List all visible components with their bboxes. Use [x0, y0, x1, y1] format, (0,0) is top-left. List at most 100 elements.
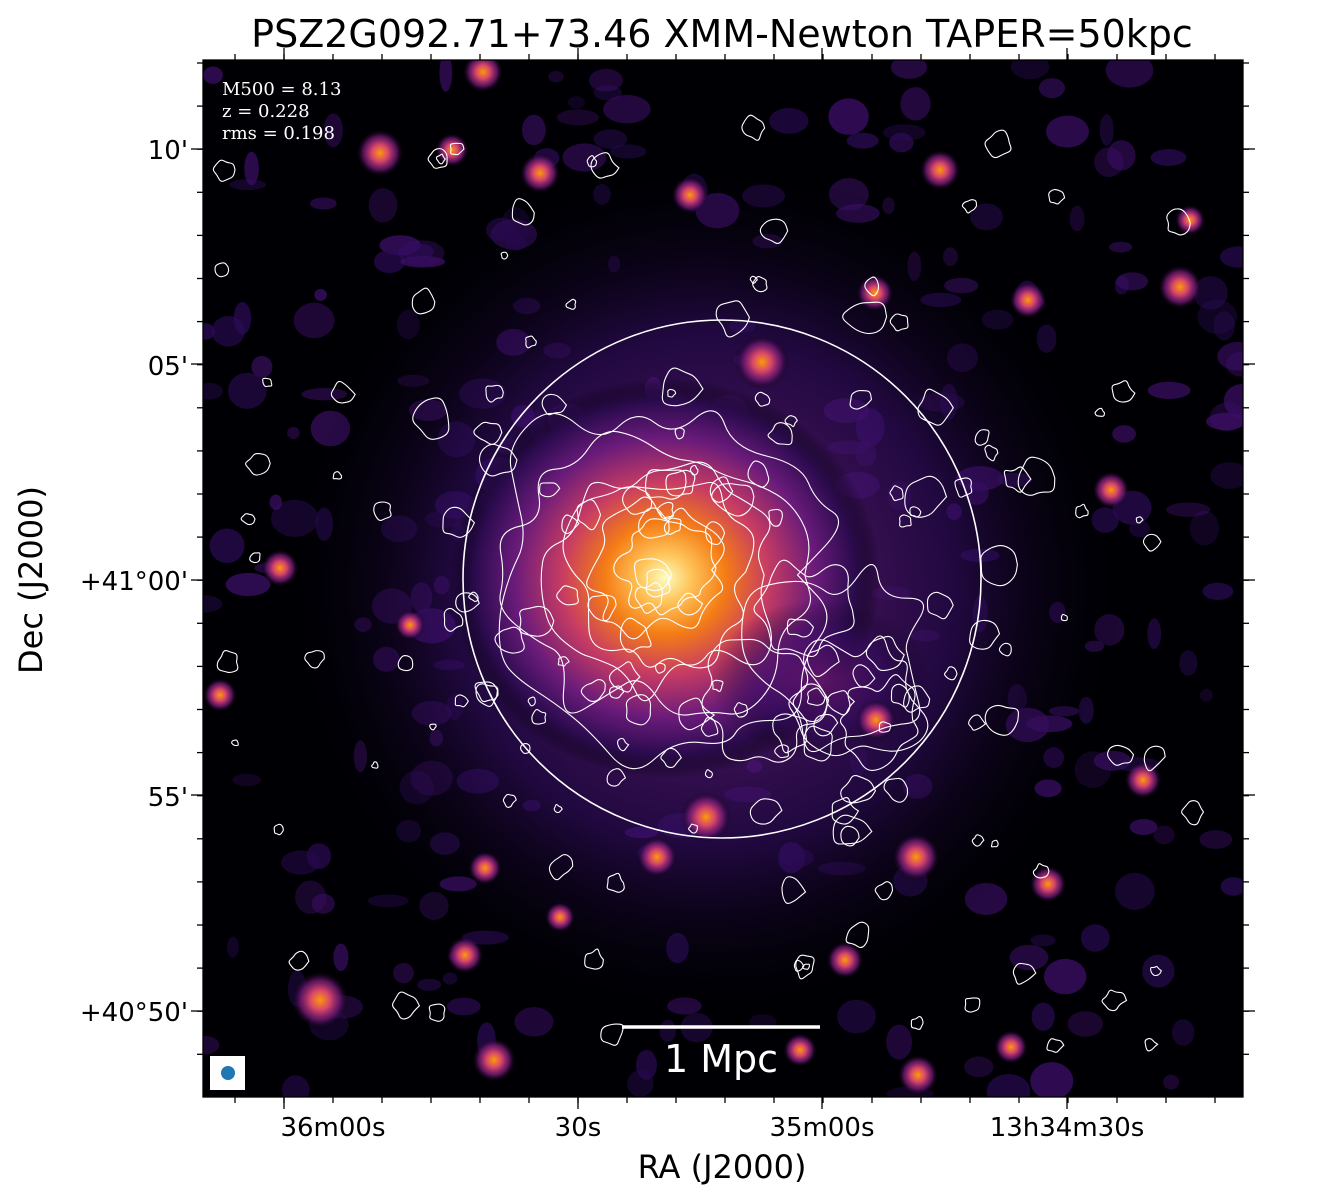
radio-contour: [397, 655, 414, 672]
radio-contour: [500, 251, 509, 260]
radio-contour: [781, 876, 807, 904]
noise-patch: [970, 203, 1003, 231]
radio-contour: [608, 661, 641, 693]
radio-contour: [711, 483, 755, 517]
noise-patch: [1142, 954, 1175, 988]
point-source: [203, 678, 237, 712]
radio-contour: [557, 656, 570, 667]
radio-contour: [584, 948, 604, 970]
noise-patch: [603, 95, 651, 124]
radio-contour: [984, 704, 1019, 736]
noise-patch: [1193, 276, 1228, 310]
point-source: [826, 941, 864, 979]
point-source: [680, 791, 732, 843]
radio-contour: [527, 696, 536, 707]
point-source: [1157, 264, 1203, 310]
radio-contour: [998, 642, 1012, 657]
radio-contour: [556, 585, 579, 606]
noise-patch: [367, 894, 409, 908]
noise-patch: [398, 240, 445, 266]
radio-contour: [212, 159, 236, 182]
radio-contour: [1101, 989, 1128, 1012]
noise-patch: [636, 1049, 657, 1080]
point-source: [261, 549, 299, 587]
point-sources: [203, 60, 1206, 1096]
radio-contour: [1142, 533, 1162, 552]
cluster-extension: [710, 600, 930, 760]
noise-patch: [589, 68, 623, 92]
radio-contour: [231, 739, 239, 747]
radio-contour: [984, 129, 1012, 159]
radio-contour: [474, 681, 498, 703]
radio-contour: [1094, 407, 1106, 417]
noise-patch: [890, 60, 928, 79]
radio-contour: [741, 564, 925, 753]
radio-contour: [562, 481, 755, 669]
point-source: [734, 334, 790, 390]
radio-contour: [371, 761, 379, 769]
radio-contour: [214, 262, 230, 278]
figure-title: PSZ2G092.71+73.46 XMM-Newton TAPER=50kpc: [251, 12, 1193, 56]
point-source: [1174, 204, 1206, 236]
radio-contour: [759, 218, 789, 245]
radio-contour: [656, 501, 674, 519]
radio-contour: [455, 592, 480, 613]
noise-patch: [233, 302, 252, 335]
radio-contour: [1144, 1038, 1159, 1052]
radio-contour: [541, 393, 568, 416]
noise-patch: [514, 1007, 554, 1037]
radio-contour: [715, 300, 750, 338]
noise-patch: [1129, 819, 1158, 835]
noise-patch: [1206, 412, 1243, 431]
radio-contour: [1150, 966, 1162, 977]
noise-patch: [837, 999, 876, 1034]
radio-contour: [622, 486, 653, 515]
radio-contour: [749, 798, 783, 825]
radio-contour: [1048, 188, 1066, 205]
point-source: [446, 936, 484, 974]
radio-contour: [689, 464, 699, 476]
radio-contour: [216, 649, 239, 674]
noise-patch: [203, 595, 223, 613]
noise-patch: [1213, 311, 1235, 341]
noise-patch: [548, 71, 564, 83]
noise-patch: [269, 494, 283, 511]
radio-contour: [806, 644, 840, 678]
noise-patch: [368, 188, 398, 223]
noise-patch: [1030, 934, 1056, 947]
point-source: [519, 152, 561, 194]
radio-contour: [749, 275, 758, 284]
radio-contour: [1135, 516, 1144, 524]
radio-contour: [485, 384, 504, 403]
radio-contour: [889, 485, 904, 502]
noise-patch: [1107, 140, 1136, 171]
radio-contour: [990, 839, 999, 848]
radio-contour: [645, 568, 671, 598]
noise-patch: [593, 129, 628, 149]
radio-contour: [539, 482, 561, 498]
rms-label: rms = 0.198: [222, 123, 335, 144]
radio-contour: [883, 777, 909, 803]
radio-contour: [701, 638, 830, 763]
radio-contour: [373, 501, 392, 521]
radio-contour: [638, 507, 670, 539]
x-tick-label: 30s: [555, 1113, 602, 1143]
radio-contour: [709, 476, 734, 503]
radio-contour: [587, 594, 617, 622]
radio-contour: [468, 591, 479, 602]
radio-contour: [969, 619, 1001, 650]
radio-contour: [531, 708, 547, 725]
radio-contour: [580, 678, 606, 703]
radio-contour: [1181, 800, 1205, 826]
radio-contour: [792, 683, 828, 723]
point-source: [919, 149, 961, 191]
radio-contour: [606, 872, 625, 893]
radio-contour: [1003, 466, 1032, 493]
radio-contour: [903, 685, 931, 713]
noise-patch: [281, 1075, 310, 1097]
radio-contour: [613, 518, 717, 616]
radio-contour: [704, 769, 713, 779]
radio-contour: [262, 377, 273, 388]
noise-patch: [1109, 241, 1133, 253]
radio-contour: [678, 697, 716, 731]
